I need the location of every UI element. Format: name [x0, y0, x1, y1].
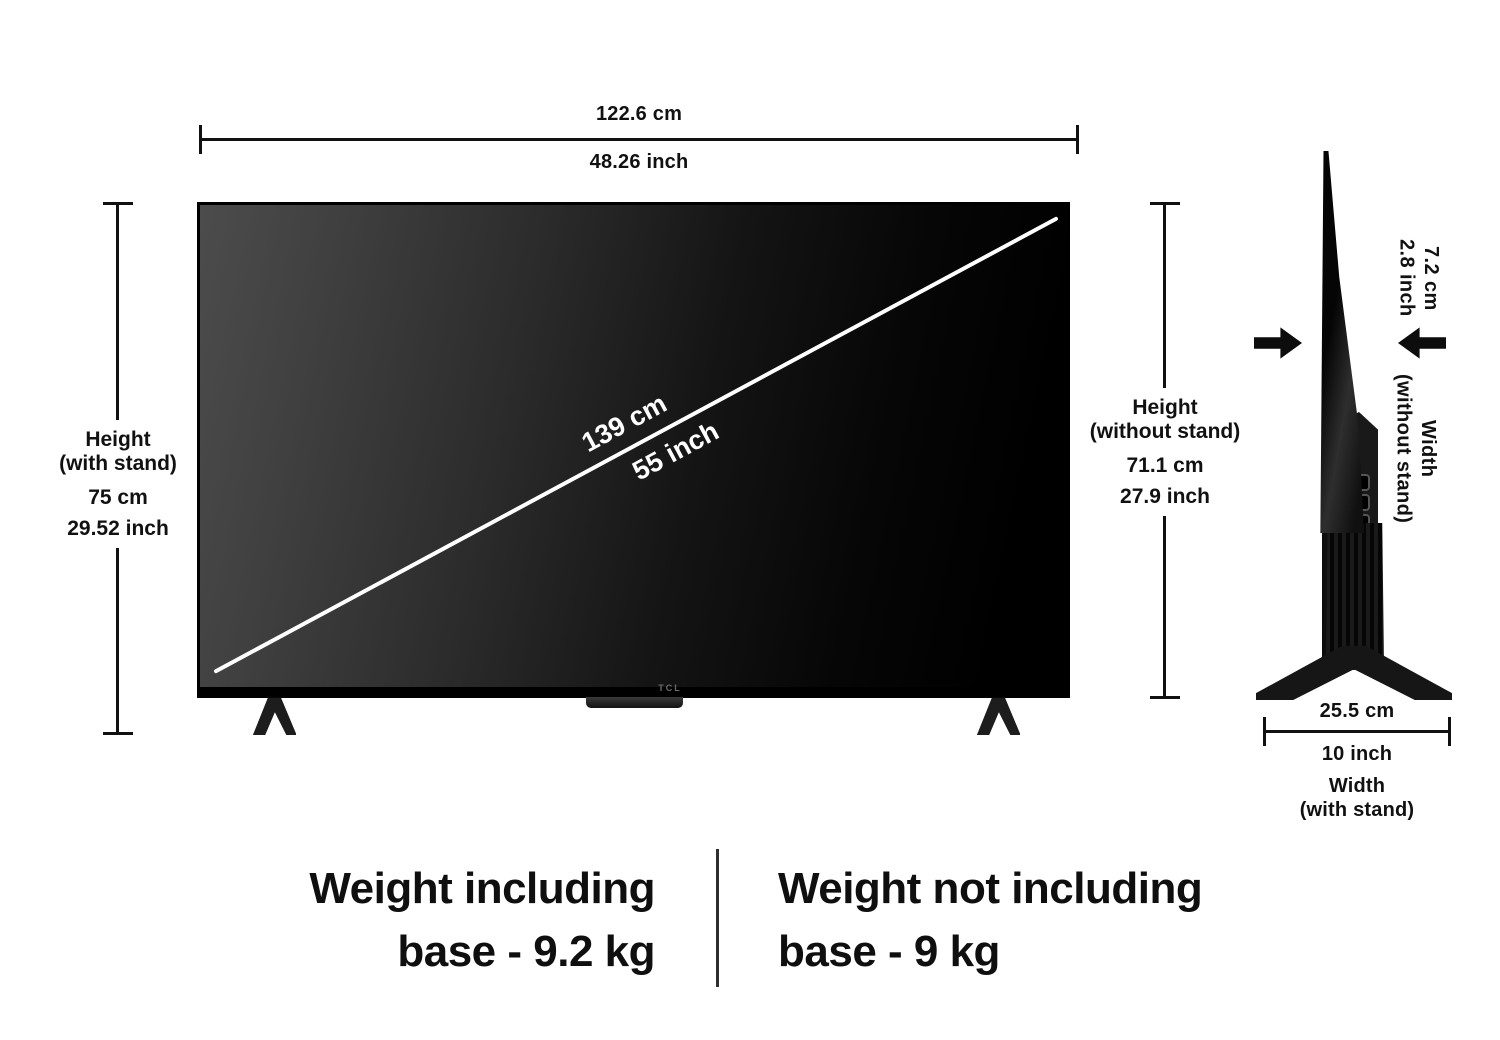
weight-not-including-line1: Weight not including [778, 864, 1203, 913]
tv-right-foot [976, 697, 1020, 735]
height-without-stand-label: Height (without stand) 71.1 cm 27.9 inch [1077, 388, 1253, 517]
height-with-stand-title-line2: (with stand) [59, 451, 177, 475]
weight-divider [716, 849, 719, 987]
height-without-stand-inch: 27.9 inch [1120, 484, 1210, 508]
stand-width-dimension-line [1264, 730, 1450, 733]
weight-including-line2: base - 9.2 kg [397, 926, 655, 976]
weight-not-including-base: Weight not including base - 9 kg [778, 858, 1298, 984]
height-with-stand-label: Height (with stand) 75 cm 29.52 inch [33, 420, 203, 549]
front-width-line-right-cap [1076, 125, 1079, 154]
stand-width-inch-label: 10 inch [1321, 743, 1393, 765]
height-with-stand-top-cap [103, 202, 133, 205]
width-with-stand-line1: Width [1328, 775, 1386, 797]
height-without-stand-title-line1: Height [1132, 396, 1198, 419]
width-without-stand-line2: (without stand) [1392, 374, 1415, 524]
height-without-stand-cm: 71.1 cm [1126, 454, 1204, 478]
front-width-cm-label: 122.6 cm [595, 103, 683, 125]
height-without-stand-bottom-cap [1150, 696, 1180, 699]
width-with-stand-line2: (with stand) [1299, 799, 1415, 821]
width-without-stand-label: Width (without stand) [1391, 347, 1440, 551]
height-without-stand-top-cap [1150, 202, 1180, 205]
front-width-inch-label: 48.26 inch [589, 151, 689, 173]
stand-width-line-right-cap [1448, 717, 1451, 746]
weight-including-line1: Weight including [309, 864, 655, 913]
side-view-stand-foot [1256, 645, 1452, 700]
weight-including-base: Weight including base - 9.2 kg [205, 858, 655, 984]
side-view-panel-blade [1320, 151, 1364, 533]
tv-front-view: 139 cm 55 inch [197, 202, 1070, 698]
side-view-stand-neck [1326, 523, 1384, 665]
stand-width-line-left-cap [1263, 717, 1266, 746]
width-without-stand-line1: Width [1416, 420, 1439, 478]
front-width-dimension-line [200, 138, 1078, 141]
depth-inch-label: 2.8 inch [1395, 239, 1418, 317]
depth-label: 7.2 cm 2.8 inch [1394, 220, 1443, 336]
height-with-stand-inch: 29.52 inch [67, 516, 169, 540]
tcl-logo: TCL [658, 683, 682, 693]
tv-bottom-bar [586, 697, 683, 708]
height-with-stand-cm: 75 cm [88, 486, 148, 510]
front-width-line-left-cap [199, 125, 202, 154]
height-without-stand-title-line2: (without stand) [1089, 419, 1241, 443]
height-with-stand-bottom-cap [103, 732, 133, 735]
width-with-stand-label: Width (with stand) [1264, 774, 1450, 822]
arrow-right-icon [1254, 327, 1302, 359]
stand-width-cm-label: 25.5 cm [1319, 700, 1395, 722]
tv-left-foot [252, 697, 296, 735]
height-with-stand-title-line1: Height [85, 428, 151, 451]
weight-not-including-line2: base - 9 kg [778, 926, 1000, 976]
depth-cm-label: 7.2 cm [1419, 245, 1442, 311]
